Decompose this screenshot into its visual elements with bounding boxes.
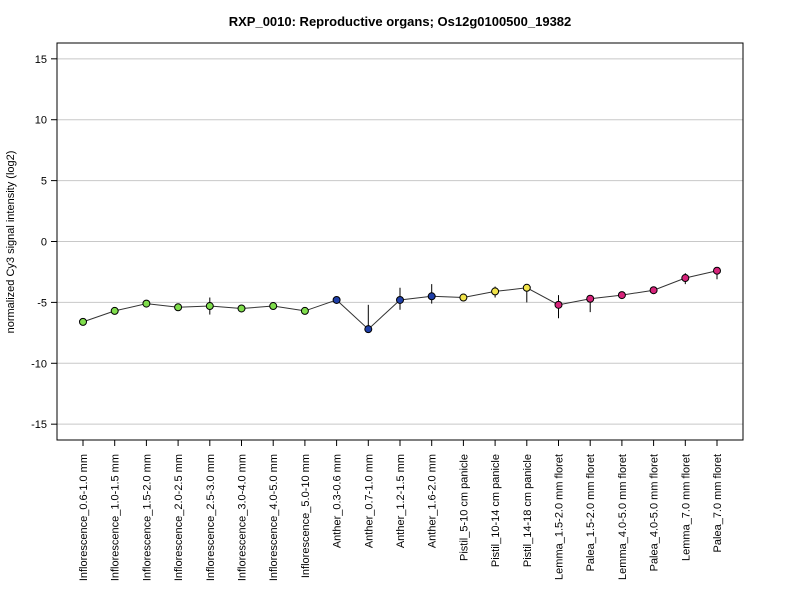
x-tick-label: Anther_0.3-0.6 mm (332, 454, 344, 548)
y-tick-label: -15 (31, 419, 47, 431)
x-tick-label: Inflorescence_0.6-1.0 mm (78, 454, 90, 581)
x-tick-label: Inflorescence_3.0-4.0 mm (237, 454, 249, 581)
data-point (364, 325, 373, 334)
data-point (269, 302, 278, 311)
y-tick-label: 10 (35, 115, 47, 127)
data-point (459, 293, 468, 302)
x-tick-label: Inflorescence_1.0-1.5 mm (110, 454, 122, 581)
data-point (491, 287, 500, 296)
y-tick-label: 0 (41, 237, 47, 249)
x-tick-label: Lemma_1.5-2.0 mm floret (554, 454, 566, 580)
y-axis: -15 -10 -5 0 5 10 15 (31, 54, 57, 431)
y-tick-label: 5 (41, 176, 47, 188)
data-point (237, 304, 246, 313)
x-tick-label: Inflorescence_2.0-2.5 mm (173, 454, 185, 581)
data-point (713, 266, 721, 275)
data-point (205, 302, 214, 311)
x-tick-label: Palea_4.0-5.0 mm floret (649, 454, 661, 571)
x-tick-label: Palea_1.5-2.0 mm floret (585, 454, 597, 571)
x-tick-label: Inflorescence_4.0-5.0 mm (268, 454, 280, 581)
series-layer (79, 266, 721, 334)
x-tick-label: Lemma_4.0-5.0 mm floret (617, 454, 629, 580)
data-point (522, 283, 531, 292)
data-point (110, 306, 119, 315)
x-tick-label: Pistil_14-18 cm panicle (522, 454, 534, 567)
x-tick-label: Inflorescence_2.5-3.0 mm (205, 454, 217, 581)
x-tick-label: Palea_7.0 mm floret (712, 454, 724, 552)
y-tick-label: 15 (35, 54, 47, 66)
x-tick-label: Anther_1.6-2.0 mm (427, 454, 439, 548)
data-point (79, 317, 87, 326)
data-point (427, 292, 436, 301)
x-tick-label: Lemma_7.0 mm floret (680, 454, 692, 561)
y-axis-label: normalized Cy3 signal intensity (log2) (5, 151, 17, 334)
data-point (554, 300, 563, 309)
x-tick-label: Pistil_10-14 cm panicle (490, 454, 502, 567)
x-tick-label: Inflorescence_5.0-10 mm (300, 454, 312, 578)
data-point (396, 295, 404, 304)
data-point (681, 274, 690, 283)
data-point (649, 286, 658, 295)
grid-layer (57, 58, 743, 425)
data-point (300, 306, 309, 315)
data-point (617, 291, 626, 300)
x-tick-label: Inflorescence_1.5-2.0 mm (141, 454, 153, 581)
data-point (332, 295, 341, 304)
y-tick-label: -5 (37, 297, 47, 309)
x-tick-label: Pistil_5-10 cm panicle (458, 454, 470, 561)
x-tick-label: Anther_0.7-1.0 mm (363, 454, 375, 548)
x-axis: Inflorescence_0.6-1.0 mm Inflorescence_1.… (78, 440, 724, 581)
x-tick-label: Anther_1.2-1.5 mm (395, 454, 407, 548)
data-point (174, 303, 183, 312)
data-point (586, 294, 595, 303)
y-tick-label: -10 (31, 358, 47, 370)
data-point (142, 299, 151, 308)
chart-title: RXP_0010: Reproductive organs; Os12g0100… (229, 14, 572, 29)
